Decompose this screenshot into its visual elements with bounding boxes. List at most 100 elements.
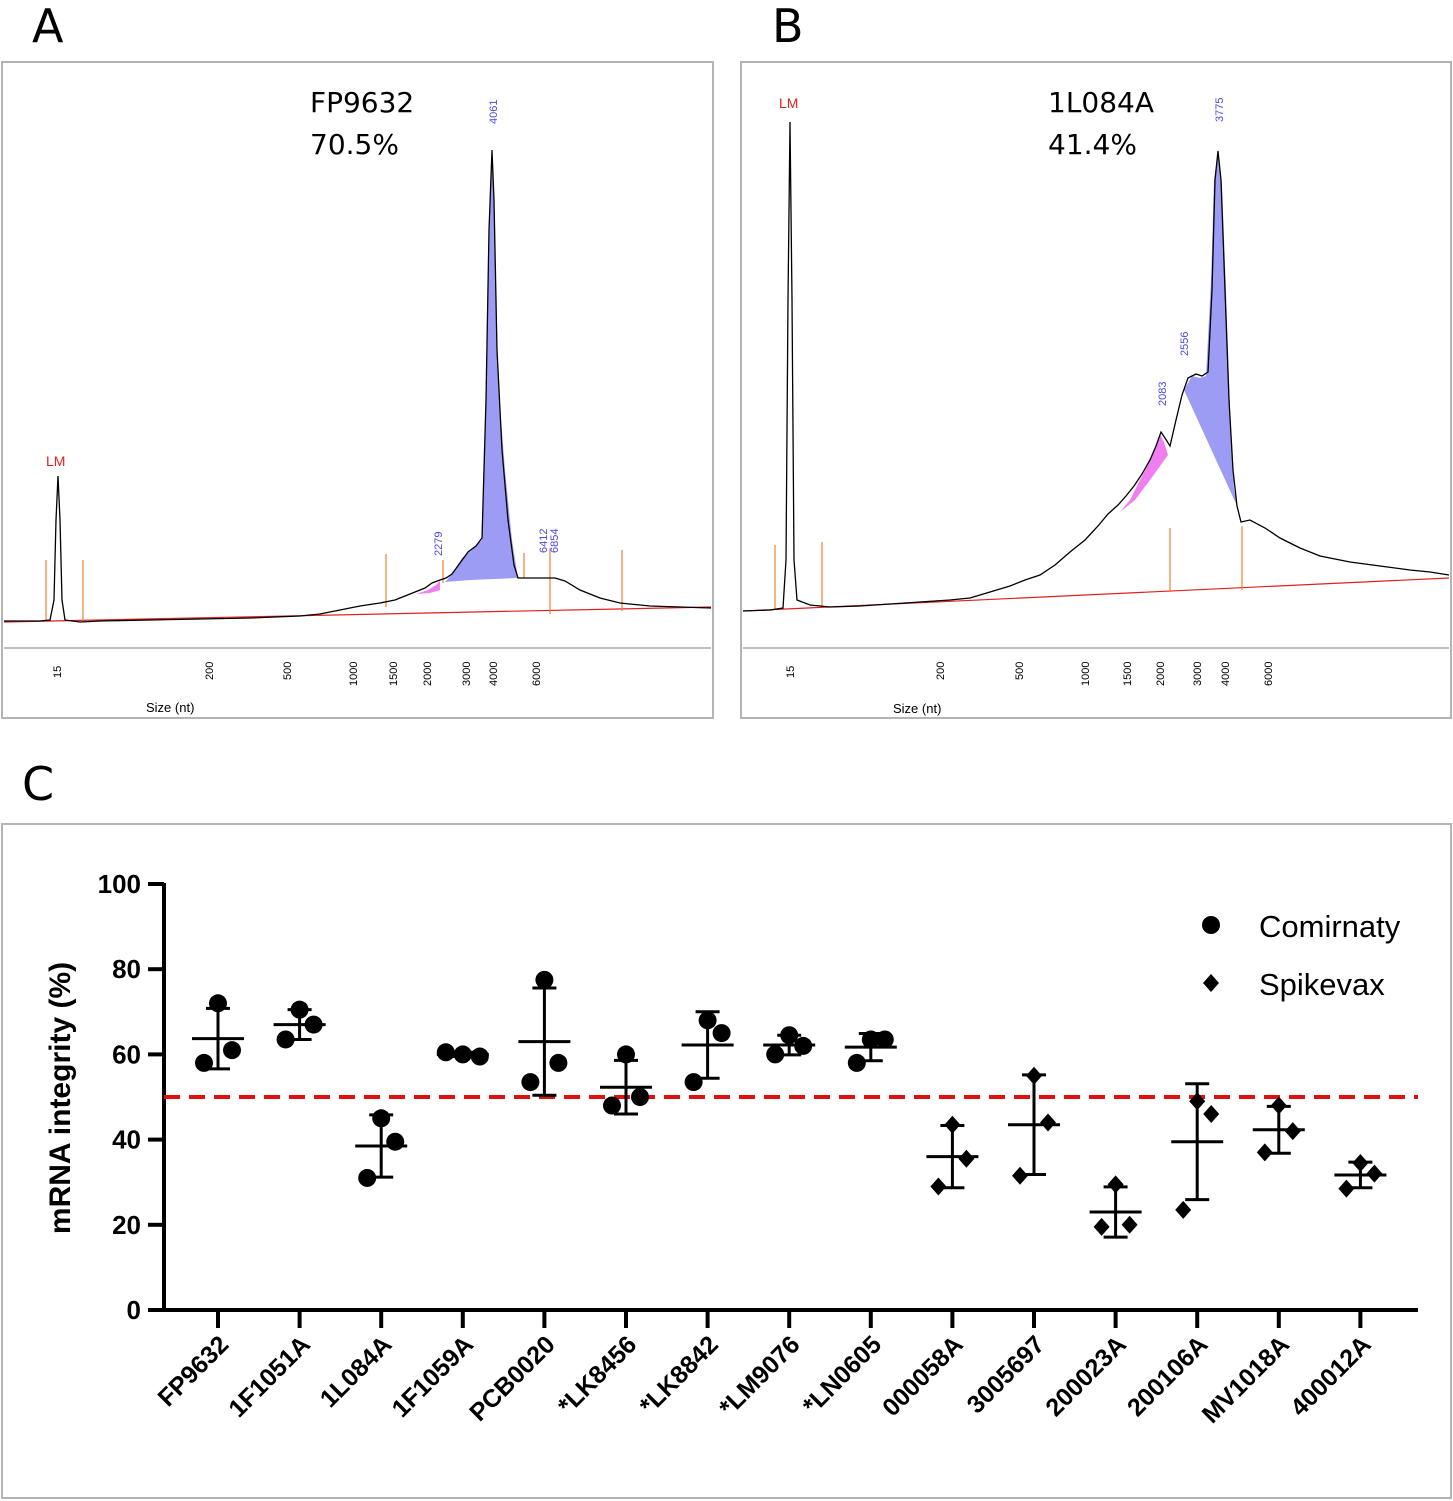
data-point-spikevax	[1175, 1200, 1192, 1219]
panel-a-lot: FP9632	[310, 86, 414, 119]
panel-a-xtick: 2000	[422, 662, 434, 686]
panel-a-minor-peak-fill	[416, 581, 440, 594]
panel-a-xtick: 3000	[461, 662, 473, 686]
data-point-comirnaty	[223, 1041, 241, 1060]
data-points	[195, 970, 1383, 1236]
y-ticks: 0 20 40 60 80 100	[98, 869, 164, 1325]
panel-a-xtick: 6000	[531, 662, 543, 686]
legend-label-comirnaty: Comirnaty	[1259, 909, 1401, 944]
data-point-comirnaty	[470, 1047, 489, 1066]
panel-b-xlabel: Size (nt)	[893, 701, 941, 716]
data-point-comirnaty	[386, 1132, 405, 1151]
data-point-comirnaty	[617, 1045, 635, 1064]
data-point-comirnaty	[684, 1073, 703, 1092]
data-point-spikevax	[1026, 1066, 1042, 1085]
panel-a-letter: A	[32, 0, 64, 53]
panel-b-lm-label: LM	[779, 95, 798, 111]
panel-a-peak-label: 6412	[538, 529, 550, 553]
data-point-comirnaty	[712, 1024, 731, 1043]
panel-a-integrity: 70.5%	[310, 128, 399, 161]
panel-b-xtick: 1500	[1122, 662, 1134, 686]
panel-b-frame	[740, 61, 1452, 719]
panel-a-xticks: 15 200 500 1000 1500 2000 3000 4000 6000	[52, 662, 543, 686]
y-tick-label: 60	[112, 1039, 141, 1069]
data-point-comirnaty	[875, 1030, 894, 1049]
data-point-spikevax	[1012, 1166, 1028, 1185]
panel-b-peak-label: 3775	[1214, 98, 1226, 122]
data-point-comirnaty	[209, 994, 227, 1013]
y-tick-label: 20	[112, 1210, 141, 1240]
data-point-comirnaty	[603, 1096, 621, 1115]
panel-a-xlabel: Size (nt)	[146, 700, 194, 715]
y-tick-label: 0	[127, 1295, 141, 1325]
panel-c-letter: C	[22, 757, 54, 811]
legend: Comirnaty Spikevax	[1202, 909, 1401, 1002]
panel-a-peak-label: 4061	[488, 100, 500, 124]
y-tick-label: 40	[112, 1125, 141, 1155]
panel-b-trace	[742, 121, 1450, 612]
panel-a-xtick: 15	[52, 666, 64, 678]
data-point-comirnaty	[698, 1011, 717, 1030]
panel-c-frame	[1, 823, 1452, 1499]
y-tick-label: 80	[112, 954, 141, 984]
panel-a-xtick: 1000	[348, 662, 360, 686]
panel-a-peak-label: 6854	[549, 529, 561, 553]
data-point-comirnaty	[535, 970, 554, 989]
legend-diamond-marker	[1203, 974, 1219, 992]
data-point-spikevax	[958, 1149, 975, 1168]
y-tick-label: 100	[98, 869, 141, 899]
data-point-spikevax	[1107, 1175, 1124, 1194]
panel-a-frame	[1, 61, 714, 719]
panel-b-xticks: 15 200 500 1000 1500 2000 3000 4000 6000	[785, 662, 1275, 686]
panel-a-xtick: 500	[282, 662, 294, 680]
data-point-spikevax	[1366, 1164, 1383, 1183]
data-point-comirnaty	[453, 1045, 472, 1064]
data-point-spikevax	[1352, 1154, 1369, 1173]
data-point-comirnaty	[549, 1053, 568, 1072]
panel-b-xtick: 1000	[1080, 662, 1092, 686]
legend-label-spikevax: Spikevax	[1259, 967, 1385, 1002]
data-point-spikevax	[1284, 1122, 1301, 1141]
panel-b-xtick: 3000	[1192, 662, 1204, 686]
panel-b-xtick: 200	[935, 662, 947, 680]
data-point-spikevax	[1121, 1215, 1138, 1234]
data-point-comirnaty	[521, 1073, 540, 1092]
data-point-comirnaty	[304, 1015, 323, 1034]
panel-a-xtick: 4000	[488, 662, 500, 686]
panel-a-main-peak-fill	[445, 152, 518, 582]
panel-a-baseline	[3, 606, 712, 623]
data-point-spikevax	[1203, 1105, 1220, 1124]
data-point-comirnaty	[358, 1168, 377, 1187]
data-point-comirnaty	[794, 1036, 813, 1055]
data-point-comirnaty	[631, 1088, 649, 1106]
data-point-spikevax	[944, 1115, 961, 1134]
data-point-spikevax	[1338, 1179, 1355, 1198]
panel-b-peak-label: 2083	[1157, 382, 1169, 406]
panel-b-letter: B	[772, 0, 804, 53]
panel-b-xtick: 4000	[1220, 662, 1232, 686]
panel-b-xtick: 6000	[1263, 662, 1275, 686]
panel-b-minor-peak-fill	[1120, 434, 1168, 512]
panel-a-markers	[45, 548, 623, 622]
legend-circle-marker	[1202, 916, 1220, 934]
panel-b-peak-label: 2556	[1179, 332, 1191, 356]
panel-a-xtick: 1500	[388, 662, 400, 686]
data-point-comirnaty	[780, 1026, 799, 1045]
data-point-spikevax	[930, 1177, 947, 1196]
data-point-comirnaty	[195, 1053, 213, 1072]
panel-b-markers	[774, 526, 1243, 609]
panel-a-peak-label: 2279	[433, 532, 445, 556]
data-point-comirnaty	[847, 1053, 866, 1072]
panel-b-lot: 1L084A	[1048, 86, 1154, 119]
panel-b-integrity: 41.4%	[1048, 128, 1137, 161]
data-point-spikevax	[1270, 1096, 1287, 1115]
panel-b-xtick: 15	[785, 666, 797, 678]
data-point-spikevax	[1040, 1113, 1056, 1132]
data-point-spikevax	[1093, 1217, 1110, 1236]
data-point-comirnaty	[290, 1000, 309, 1019]
panel-a-xtick: 200	[204, 662, 216, 680]
data-point-comirnaty	[372, 1109, 391, 1128]
data-point-spikevax	[1189, 1092, 1206, 1111]
panel-b-main-peak-fill	[1184, 152, 1238, 508]
data-point-comirnaty	[436, 1043, 455, 1062]
